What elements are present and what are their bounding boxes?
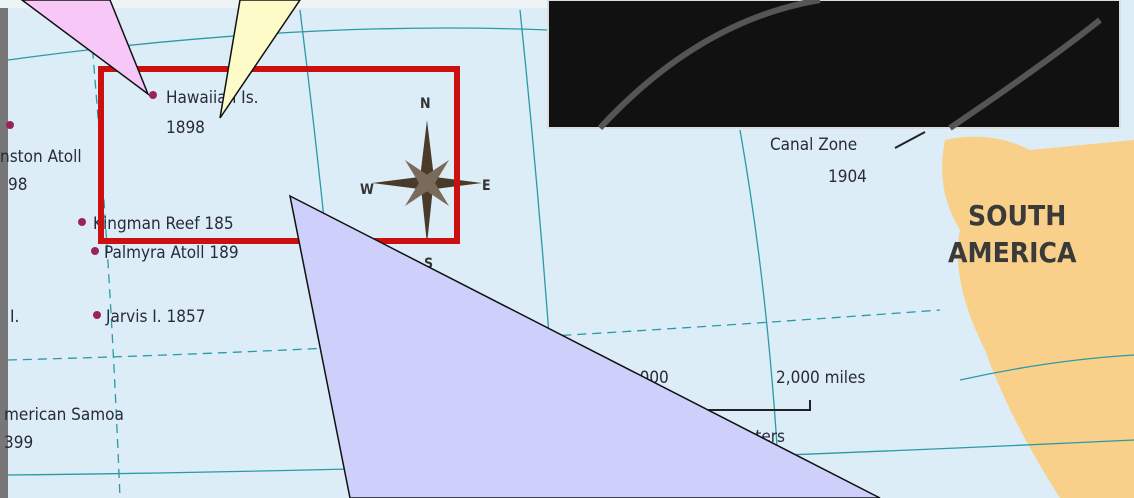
compass-label: E [482,178,491,194]
photo [547,0,1121,129]
label: 1904 [828,167,867,187]
callout-yellow [219,0,301,119]
scale-label: 2,000 miles [776,368,865,388]
compass-label: W [360,182,374,198]
compass-label: S [424,256,433,272]
label: Jarvis I. 1857 [105,307,205,327]
label: Palmyra Atoll 189 [104,243,239,263]
label: I. [10,307,19,327]
label: 399 [4,433,33,453]
label: Canal Zone [770,135,857,155]
label: 98 [8,175,27,195]
canal-pointer [894,131,926,149]
land [942,136,1134,498]
compass-label: N [420,96,431,112]
continent-label: AMERICA [948,236,1077,269]
callout-lavender [288,194,881,498]
dashed-lines [7,19,941,498]
label: nston Atoll [0,147,82,167]
highlight-box [98,66,460,244]
label: 1898 [166,118,205,138]
label: Kingman Reef 185 [93,214,234,234]
island-dots [6,91,157,319]
label: merican Samoa [4,405,124,425]
left-edge [0,0,8,498]
photo-detail [597,0,1102,131]
label: Hawaiian Is. [166,88,259,108]
callout-pink [20,0,150,97]
continent-label: SOUTH [968,199,1066,232]
